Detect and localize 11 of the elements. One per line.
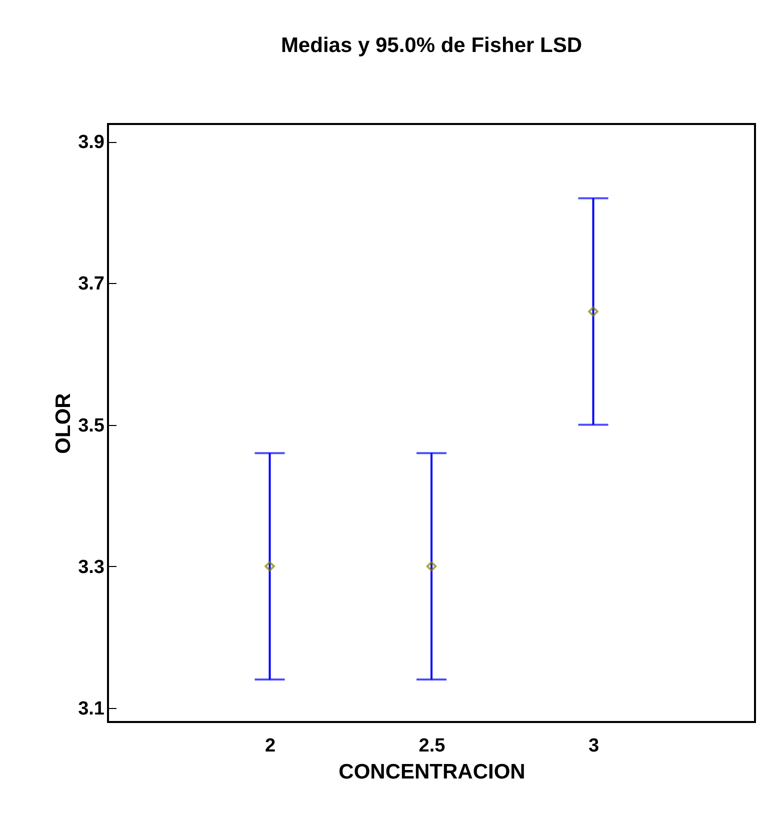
x-axis-title: CONCENTRACION [338,760,526,784]
x-tick-label: 2.5 [418,736,446,756]
x-tick-label: 2 [264,736,276,756]
y-tick-label: 3.1 [78,698,105,720]
chart-title: Medias y 95.0% de Fisher LSD [280,34,582,57]
y-tick-label: 3.9 [78,132,104,154]
x-tick-label: 3 [588,736,600,756]
y-tick-label: 3.5 [78,415,105,436]
y-tick-label: 3.7 [78,274,104,295]
y-axis-title: OLOR [52,393,76,454]
y-tick-label: 3.3 [78,556,104,578]
